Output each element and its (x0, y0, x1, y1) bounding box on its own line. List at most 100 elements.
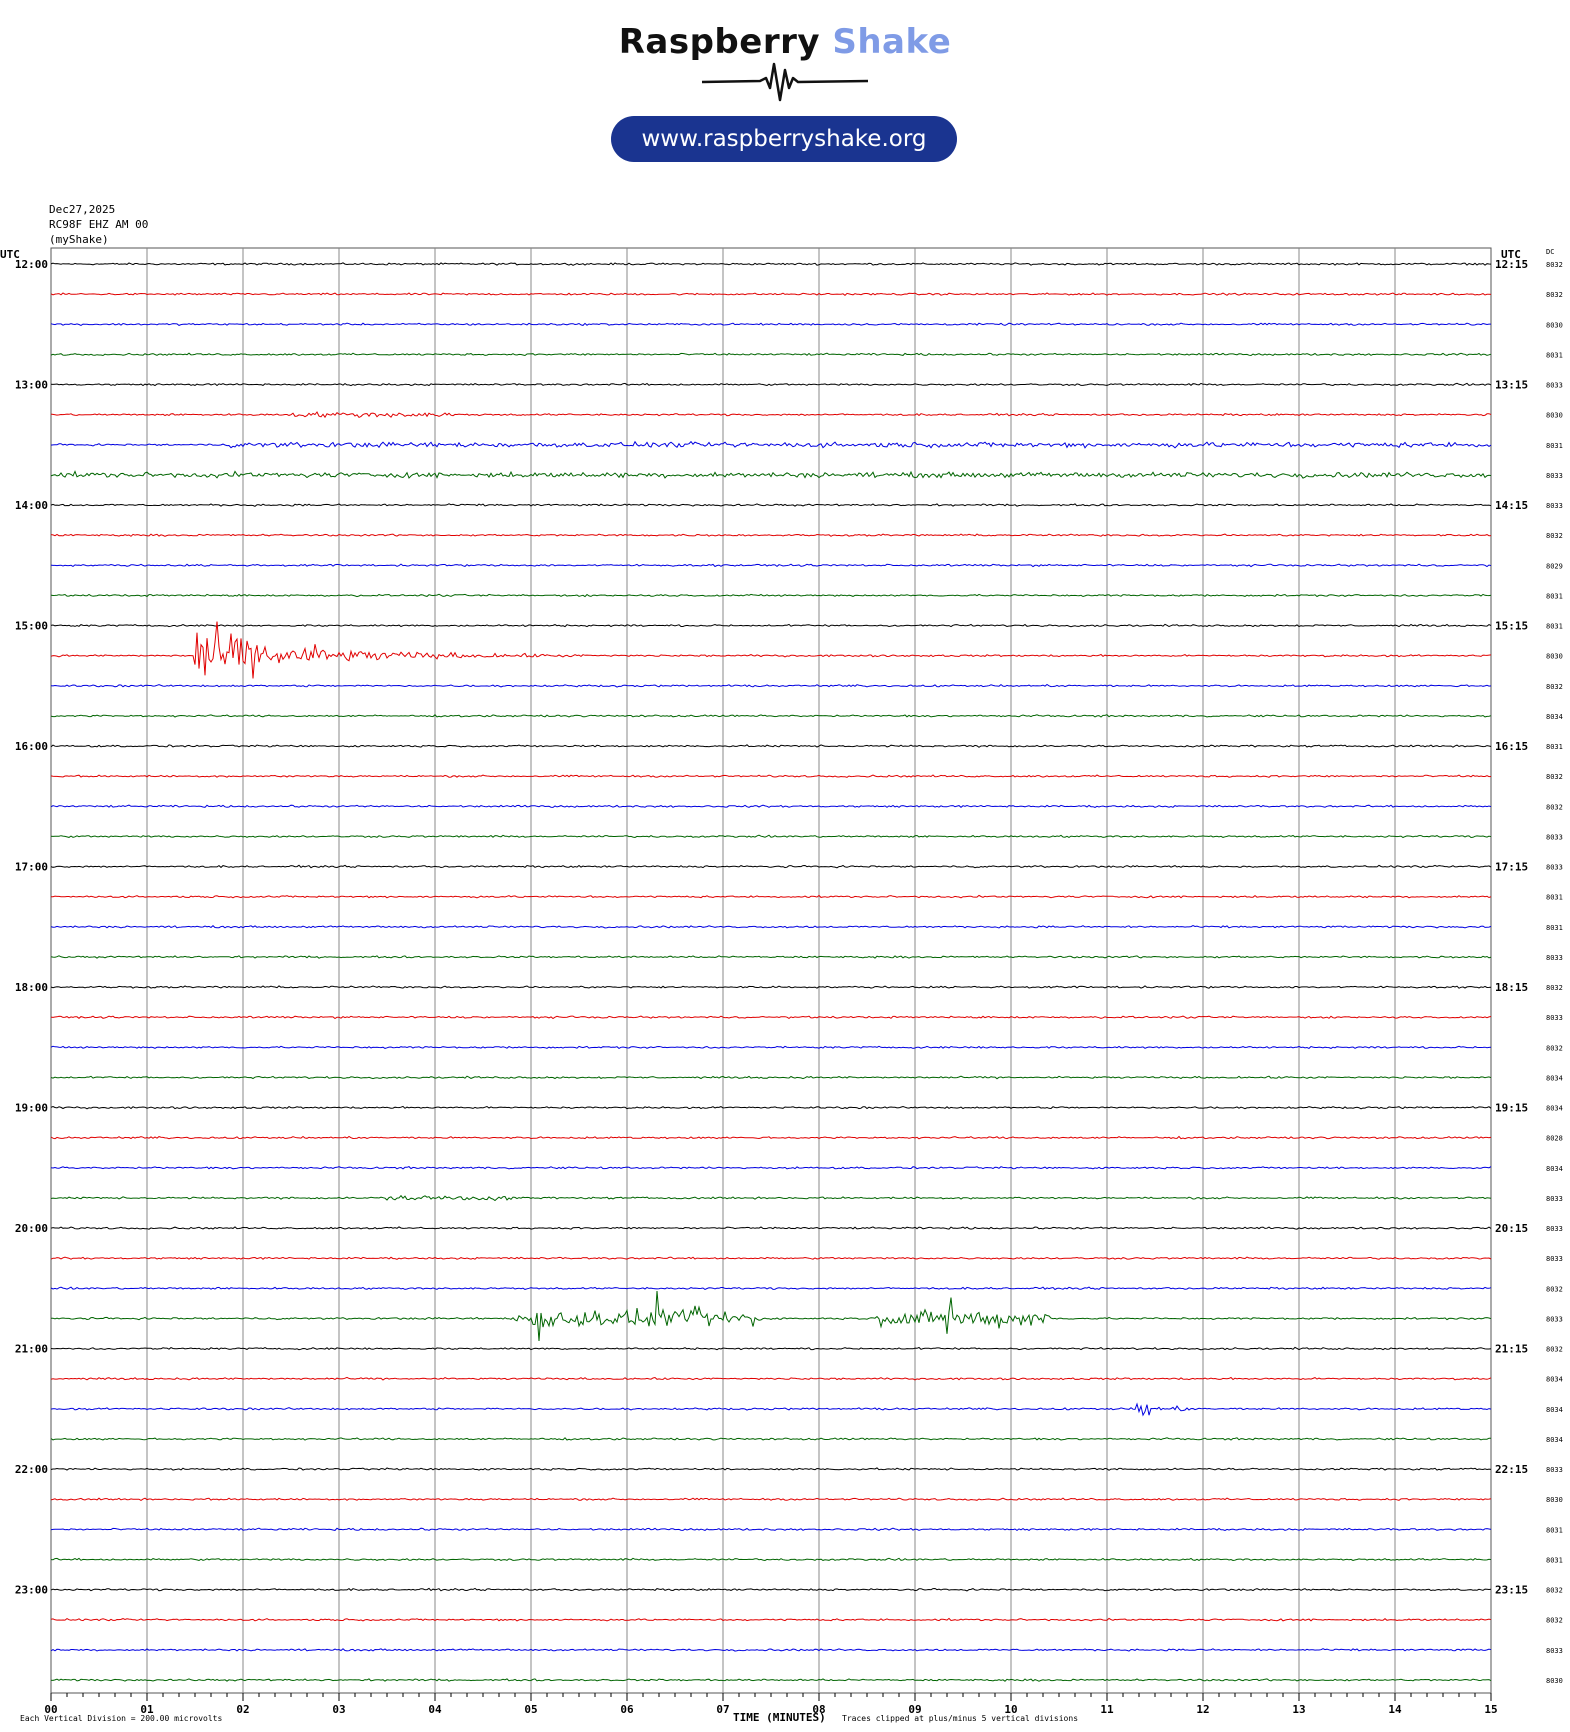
left-hour-label: 21:00 (15, 1343, 48, 1356)
trace-line (50, 621, 1492, 679)
trace-line (50, 864, 1492, 869)
seismogram-wave-icon (701, 62, 869, 102)
left-hour-label: 12:00 (15, 258, 48, 271)
dc-value-label: 8031 (1546, 351, 1563, 359)
dc-value-label: 8034 (1546, 1105, 1563, 1113)
trace-line (50, 1648, 1492, 1652)
trace-line (50, 1226, 1492, 1230)
brand-header: Raspberry Shake www.raspberryshake.org (0, 0, 1570, 180)
trace-line (50, 503, 1492, 507)
right-hour-label: 13:15 (1495, 379, 1528, 392)
dc-value-label: 8031 (1546, 623, 1563, 631)
dc-value-label: 8034 (1546, 1165, 1563, 1173)
x-tick-label: 05 (524, 1703, 537, 1716)
dc-value-label: 8034 (1546, 1074, 1563, 1082)
trace-line (50, 713, 1492, 718)
left-axis-title: UTC (0, 248, 20, 261)
dc-value-label: 8030 (1546, 1677, 1563, 1685)
trace-line (50, 985, 1492, 989)
dc-value-label: 8034 (1546, 1436, 1563, 1444)
trace-line (50, 834, 1492, 839)
trace-line (50, 1015, 1492, 1020)
dc-value-label: 8030 (1546, 1496, 1563, 1504)
dc-value-label: 8033 (1546, 472, 1563, 480)
left-hour-label: 23:00 (15, 1584, 48, 1597)
dc-value-label: 8033 (1546, 382, 1563, 390)
x-tick-label: 03 (332, 1703, 345, 1716)
x-axis-title: TIME (MINUTES) (733, 1711, 826, 1724)
trace-line (50, 1194, 1492, 1202)
website-link-button[interactable]: www.raspberryshake.org (611, 116, 957, 162)
dc-value-label: 8033 (1546, 502, 1563, 510)
trace-line (50, 1075, 1492, 1080)
trace-line (50, 563, 1492, 568)
left-hour-label: 14:00 (15, 499, 48, 512)
left-hour-label: 19:00 (15, 1102, 48, 1115)
date-label: Dec27,2025 (49, 203, 116, 216)
left-hour-label: 16:00 (15, 740, 48, 753)
trace-line (50, 352, 1492, 357)
trace-line (50, 1256, 1492, 1260)
trace-line (50, 1617, 1492, 1622)
left-hour-label: 20:00 (15, 1222, 48, 1235)
dc-value-label: 8032 (1546, 261, 1563, 269)
trace-line (50, 1587, 1492, 1592)
dc-value-label: 8031 (1546, 1526, 1563, 1534)
right-axis-title: UTC (1501, 248, 1521, 261)
brand-name-word2: Shake (832, 22, 952, 62)
dc-value-label: 8032 (1546, 803, 1563, 811)
trace-line (50, 292, 1492, 296)
trace-line (50, 411, 1492, 419)
dc-value-label: 8033 (1546, 1255, 1563, 1263)
dc-value-label: 8032 (1546, 1285, 1563, 1293)
trace-line (50, 593, 1492, 598)
trace-line (50, 1135, 1492, 1140)
left-hour-label: 13:00 (15, 379, 48, 392)
right-hour-label: 16:15 (1495, 740, 1528, 753)
dc-value-label: 8032 (1546, 1044, 1563, 1052)
dc-column-title: DC (1546, 248, 1554, 256)
dc-value-label: 8032 (1546, 1587, 1563, 1595)
dc-value-label: 8032 (1546, 773, 1563, 781)
x-tick-label: 04 (428, 1703, 442, 1716)
x-tick-label: 06 (620, 1703, 634, 1716)
x-tick-label: 14 (1388, 1703, 1402, 1716)
station-label: RC98F EHZ AM 00 (49, 218, 149, 231)
trace-line (50, 1557, 1492, 1562)
dc-value-label: 8033 (1546, 1647, 1563, 1655)
dc-value-label: 8032 (1546, 984, 1563, 992)
grid (50, 247, 1492, 1701)
trace-line (50, 262, 1492, 266)
trace-line (50, 1402, 1492, 1417)
axis-labels: UTC UTC DC TIME (MINUTES) Each Vertical … (0, 248, 1563, 1724)
trace-line (50, 533, 1492, 537)
dc-value-label: 8030 (1546, 321, 1563, 329)
dc-value-label: 8030 (1546, 412, 1563, 420)
trace-line (50, 1346, 1492, 1351)
x-tick-label: 11 (1100, 1703, 1114, 1716)
trace-line (50, 470, 1492, 479)
dc-value-label: 8029 (1546, 562, 1563, 570)
dc-value-label: 8034 (1546, 1406, 1563, 1414)
trace-line (50, 744, 1492, 748)
trace-line (50, 955, 1492, 959)
trace-line (50, 1166, 1492, 1170)
trace-line (50, 683, 1492, 688)
trace-line (50, 382, 1492, 387)
dc-value-label: 8032 (1546, 1617, 1563, 1625)
trace-line (50, 1286, 1492, 1291)
dc-value-label: 8032 (1546, 683, 1563, 691)
trace-line (50, 623, 1492, 628)
x-tick-label: 10 (1004, 1703, 1017, 1716)
dc-value-label: 8033 (1546, 1225, 1563, 1233)
x-tick-label: 09 (908, 1703, 921, 1716)
trace-line (50, 440, 1492, 449)
dc-value-label: 8031 (1546, 743, 1563, 751)
trace-line (50, 322, 1491, 326)
trace-line (50, 1497, 1492, 1501)
plot-frame (50, 247, 1492, 1694)
right-hour-label: 23:15 (1495, 1584, 1528, 1597)
trace-line (51, 894, 1492, 899)
brand-name-word1: Raspberry (618, 22, 821, 62)
